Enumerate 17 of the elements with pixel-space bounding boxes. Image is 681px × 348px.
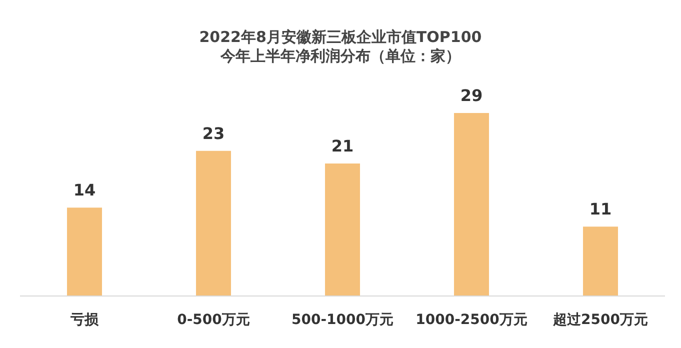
bar xyxy=(454,113,489,296)
data-label: 14 xyxy=(73,180,96,200)
bar xyxy=(583,226,618,296)
bar xyxy=(67,208,102,296)
x-tick-label: 500-1000万元 xyxy=(292,312,394,328)
chart-title: 2022年8月安徽新三板企业市值TOP100 xyxy=(198,28,483,47)
data-label: 29 xyxy=(460,86,483,105)
bar xyxy=(196,150,231,296)
x-tick-label: 亏损 xyxy=(70,312,100,328)
chart-subtitle: 今年上半年净利润分布（单位：家） xyxy=(219,47,462,66)
data-label: 11 xyxy=(589,200,612,219)
bar xyxy=(325,163,360,296)
x-tick-label: 超过2500万元 xyxy=(552,312,648,328)
x-tick-label: 1000-2500万元 xyxy=(416,312,528,328)
data-label: 23 xyxy=(202,124,225,143)
x-tick-label: 0-500万元 xyxy=(177,312,250,328)
data-label: 21 xyxy=(331,136,354,156)
